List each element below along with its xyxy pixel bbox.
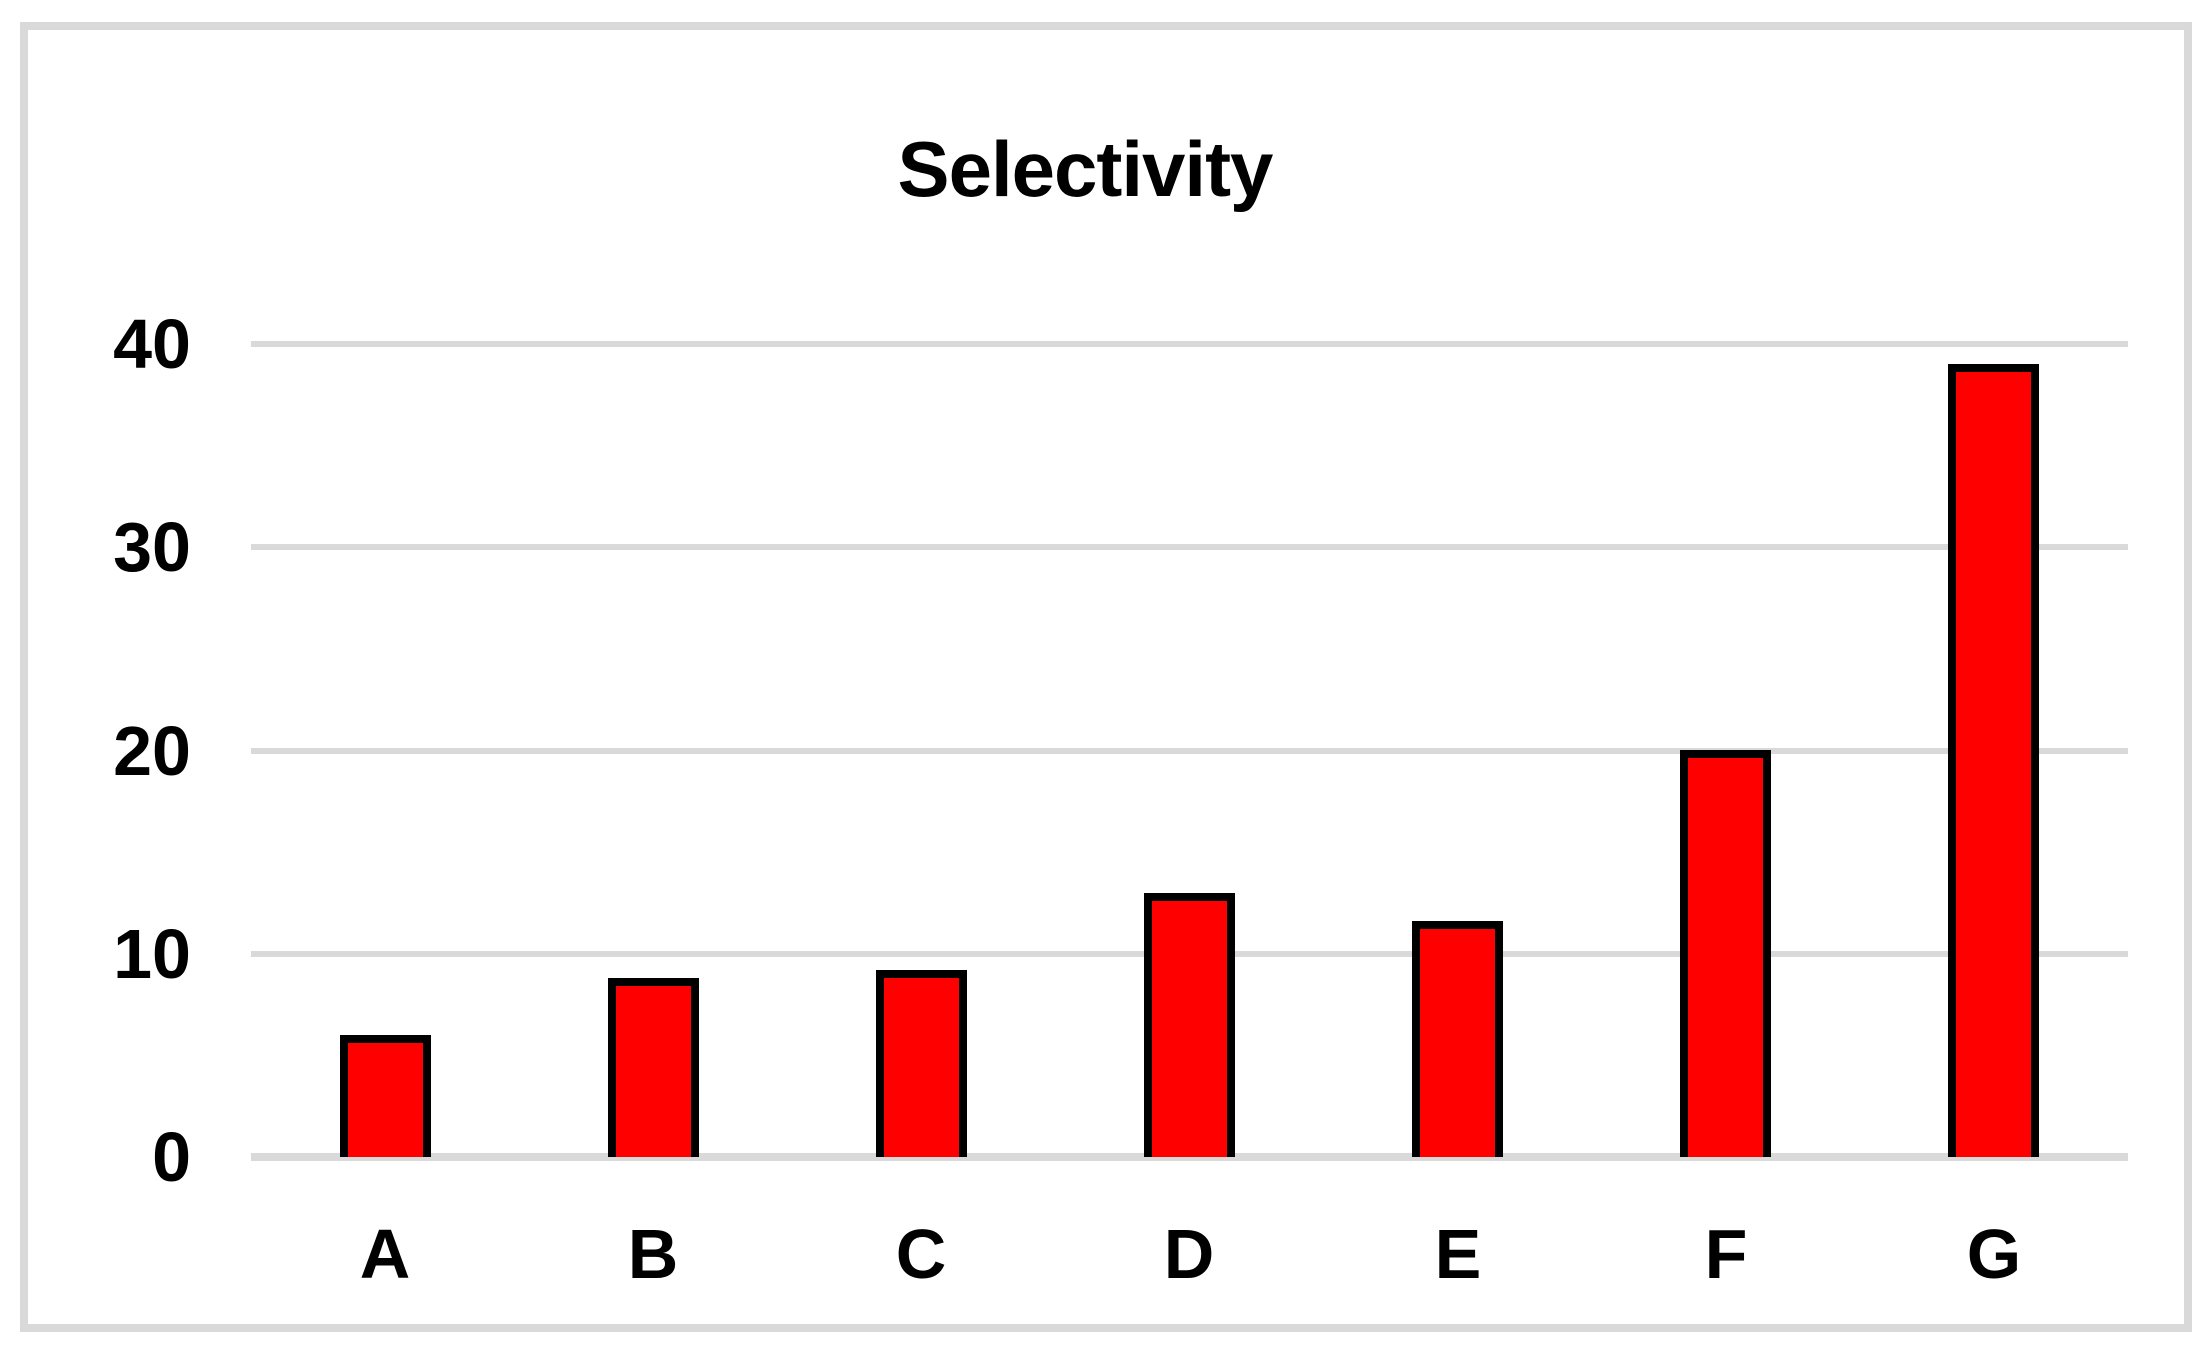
x-category-label-f: F (1704, 1215, 1748, 1293)
y-tick-label-0: 0 (152, 1118, 191, 1196)
x-category-label-c: C (895, 1215, 947, 1293)
y-tick-label-20: 20 (113, 711, 191, 790)
bar-c (876, 970, 967, 1157)
x-category-label-e: E (1434, 1215, 1482, 1293)
chart-title: Selectivity (897, 125, 1274, 213)
gridline-y-30 (251, 544, 2128, 551)
bar-a (340, 1035, 431, 1157)
x-category-label-b: B (627, 1215, 679, 1293)
chart-frame: Selectivity 40 30 20 10 0 A B C D E F G (20, 22, 2192, 1332)
bar-f (1680, 750, 1771, 1157)
x-category-label-g: G (1966, 1215, 2022, 1293)
plot-area: 40 30 20 10 0 A B C D E F G (113, 309, 2128, 1289)
gridline-y-20 (251, 747, 2128, 754)
bar-d (1144, 893, 1235, 1157)
x-category-label-d: D (1163, 1215, 1215, 1293)
x-category-label-a: A (359, 1215, 411, 1293)
bar-b (608, 978, 699, 1157)
y-tick-label-10: 10 (113, 914, 191, 993)
gridline-y-0 (251, 1153, 2128, 1161)
y-tick-label-40: 40 (113, 305, 191, 383)
gridline-y-40 (251, 341, 2128, 347)
y-tick-label-30: 30 (113, 508, 191, 587)
bar-e (1412, 921, 1503, 1157)
bar-g (1948, 364, 2039, 1157)
